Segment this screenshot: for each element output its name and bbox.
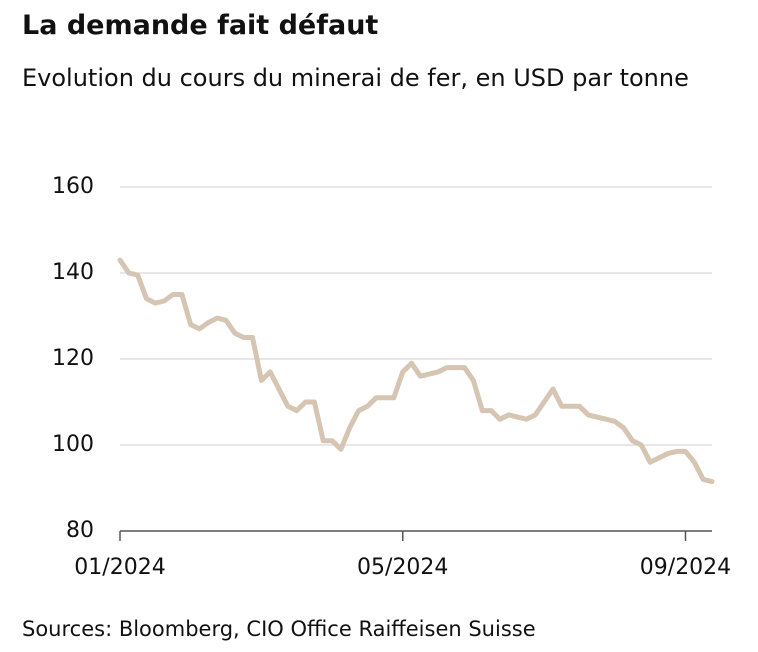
x-tick-label: 01/2024	[74, 555, 165, 580]
chart-title: La demande fait défaut	[22, 10, 379, 41]
chart: 80 100 120 140 160 01/2024 05/2024 09/2024	[52, 174, 731, 580]
line-series	[117, 257, 715, 485]
y-tick-label: 100	[52, 432, 94, 457]
x-tick-label: 09/2024	[640, 555, 731, 580]
x-tick-label: 05/2024	[357, 555, 448, 580]
source-note: Sources: Bloomberg, CIO Office Raiffeise…	[22, 617, 536, 641]
y-tick-label: 80	[66, 518, 94, 543]
y-tick-label: 160	[52, 174, 94, 199]
chart-subtitle: Evolution du cours du minerai de fer, en…	[22, 64, 689, 92]
y-tick-label: 140	[52, 260, 94, 285]
y-tick-label: 120	[52, 346, 94, 371]
